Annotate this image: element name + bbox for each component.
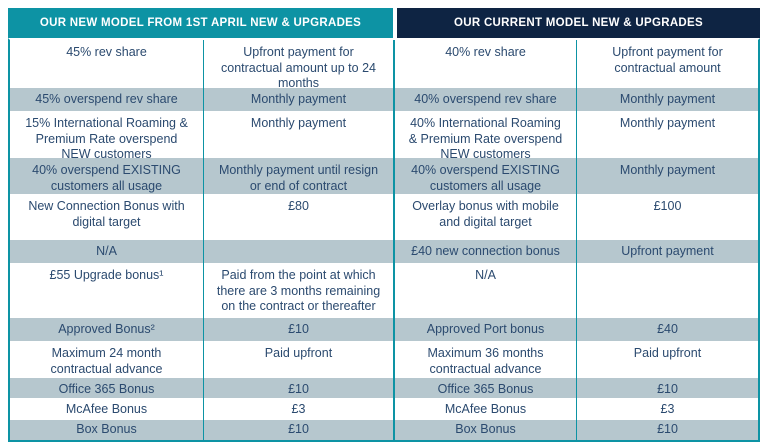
table-cell: Maximum 36 months contractual advance [393, 341, 576, 379]
table-cell: N/A [10, 240, 203, 263]
table-row-connection-bonus: New Connection Bonus with digital target… [10, 194, 758, 240]
table-row-rev-share: 45% rev share Upfront payment for contra… [10, 40, 758, 94]
table-cell: Office 365 Bonus [10, 378, 203, 400]
table-cell: 40% overspend EXISTING customers all usa… [10, 158, 203, 196]
table-cell: Overlay bonus with mobile and digital ta… [393, 194, 576, 240]
table-cell: 15% International Roaming & Premium Rate… [10, 111, 203, 165]
table-cell: McAfee Bonus [10, 398, 203, 420]
table-cell: 45% rev share [10, 40, 203, 94]
table-cell: 40% International Roaming & Premium Rate… [393, 111, 576, 165]
table-cell: 45% overspend rev share [10, 88, 203, 111]
header-new-model: OUR NEW MODEL FROM 1ST APRIL NEW & UPGRA… [8, 8, 393, 38]
table-cell: Upfront payment [576, 240, 758, 263]
table-cell: Box Bonus [10, 420, 203, 440]
table-cell: Monthly payment [576, 88, 758, 111]
table-cell [203, 240, 393, 263]
table-row-na-new-connection: N/A £40 new connection bonus Upfront pay… [10, 240, 758, 263]
table-cell: 40% overspend EXISTING customers all usa… [393, 158, 576, 196]
table-row-contractual-advance: Maximum 24 month contractual advance Pai… [10, 341, 758, 379]
table-header-row: OUR NEW MODEL FROM 1ST APRIL NEW & UPGRA… [8, 8, 760, 38]
table-cell: New Connection Bonus with digital target [10, 194, 203, 240]
table-cell: £10 [203, 378, 393, 400]
table-row-box-bonus: Box Bonus £10 Box Bonus £10 [10, 420, 758, 440]
table-cell: Approved Bonus² [10, 318, 203, 341]
table-cell: Monthly payment [576, 158, 758, 196]
table-cell: £10 [203, 318, 393, 341]
table-cell: Paid from the point at which there are 3… [203, 263, 393, 318]
commission-comparison-table: OUR NEW MODEL FROM 1ST APRIL NEW & UPGRA… [8, 8, 760, 442]
table-cell: £80 [203, 194, 393, 240]
header-current-model: OUR CURRENT MODEL NEW & UPGRADES [397, 8, 760, 38]
table-cell: £55 Upgrade bonus¹ [10, 263, 203, 318]
table-cell: Maximum 24 month contractual advance [10, 341, 203, 379]
table-row-overspend-rev-share: 45% overspend rev share Monthly payment … [10, 88, 758, 111]
table-cell [576, 263, 758, 318]
table-cell: £40 new connection bonus [393, 240, 576, 263]
table-cell: £10 [576, 420, 758, 440]
table-cell: £100 [576, 194, 758, 240]
table-cell: McAfee Bonus [393, 398, 576, 420]
table-cell: Approved Port bonus [393, 318, 576, 341]
table-cell: £3 [576, 398, 758, 420]
table-row-approved-bonus: Approved Bonus² £10 Approved Port bonus … [10, 318, 758, 341]
table-cell: £3 [203, 398, 393, 420]
table-cell: Office 365 Bonus [393, 378, 576, 400]
table-cell: N/A [393, 263, 576, 318]
table-cell: Upfront payment for contractual amount u… [203, 40, 393, 94]
table-row-roaming-premium: 15% International Roaming & Premium Rate… [10, 111, 758, 165]
table-cell: Monthly payment until resign or end of c… [203, 158, 393, 196]
table-cell: Upfront payment for contractual amount [576, 40, 758, 94]
table-cell: £40 [576, 318, 758, 341]
table-cell: 40% rev share [393, 40, 576, 94]
table-cell: Paid upfront [203, 341, 393, 379]
table-row-overspend-existing: 40% overspend EXISTING customers all usa… [10, 158, 758, 196]
table-cell: 40% overspend rev share [393, 88, 576, 111]
table-row-upgrade-bonus: £55 Upgrade bonus¹ Paid from the point a… [10, 263, 758, 318]
table-row-office365-bonus: Office 365 Bonus £10 Office 365 Bonus £1… [10, 376, 758, 400]
table-body: 45% rev share Upfront payment for contra… [8, 38, 760, 442]
table-row-mcafee-bonus: McAfee Bonus £3 McAfee Bonus £3 [10, 398, 758, 420]
table-cell: Box Bonus [393, 420, 576, 440]
header-gap-divider [393, 8, 397, 38]
table-cell: £10 [576, 378, 758, 400]
table-cell: Paid upfront [576, 341, 758, 379]
table-cell: Monthly payment [576, 111, 758, 165]
table-cell: Monthly payment [203, 88, 393, 111]
table-cell: £10 [203, 420, 393, 440]
table-cell: Monthly payment [203, 111, 393, 165]
